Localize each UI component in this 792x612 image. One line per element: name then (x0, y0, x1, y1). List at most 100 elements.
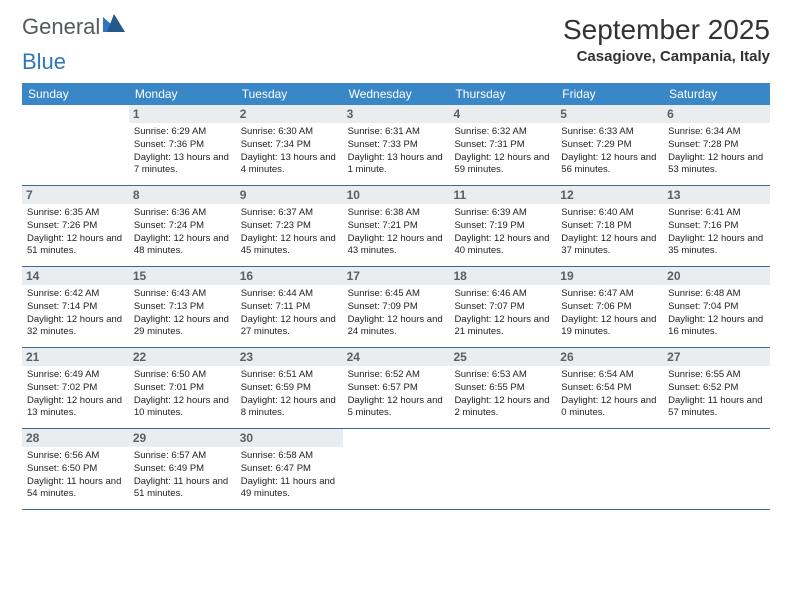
day-info: Sunrise: 6:43 AMSunset: 7:13 PMDaylight:… (134, 288, 231, 339)
day-number: 1 (129, 105, 236, 123)
calendar-day: 27 Sunrise: 6:55 AMSunset: 6:52 PMDayligh… (663, 348, 770, 428)
calendar-day: 30 Sunrise: 6:58 AMSunset: 6:47 PMDayligh… (236, 429, 343, 509)
calendar-day: 25 Sunrise: 6:53 AMSunset: 6:55 PMDayligh… (449, 348, 556, 428)
day-number: 26 (556, 348, 663, 366)
day-number: 12 (556, 186, 663, 204)
day-number: 28 (22, 429, 129, 447)
weekday-label: Monday (129, 83, 236, 105)
day-info: Sunrise: 6:38 AMSunset: 7:21 PMDaylight:… (348, 207, 445, 258)
day-info: Sunrise: 6:31 AMSunset: 7:33 PMDaylight:… (348, 126, 445, 177)
day-info: Sunrise: 6:56 AMSunset: 6:50 PMDaylight:… (27, 450, 124, 501)
calendar-day: 22 Sunrise: 6:50 AMSunset: 7:01 PMDayligh… (129, 348, 236, 428)
calendar-day: 29Sunrise: 6:57 AMSunset: 6:49 PMDayligh… (129, 429, 236, 509)
logo-text-general: General (22, 14, 100, 40)
weekday-label: Friday (556, 83, 663, 105)
calendar-day: 3Sunrise: 6:31 AMSunset: 7:33 PMDaylight… (343, 105, 450, 185)
calendar-day: 4Sunrise: 6:32 AMSunset: 7:31 PMDaylight… (449, 105, 556, 185)
day-info: Sunrise: 6:30 AMSunset: 7:34 PMDaylight:… (241, 126, 338, 177)
day-number: 7 (22, 186, 129, 204)
calendar-day-empty (663, 429, 770, 509)
day-info: Sunrise: 6:29 AMSunset: 7:36 PMDaylight:… (134, 126, 231, 177)
calendar-day-empty (449, 429, 556, 509)
calendar-day-empty (556, 429, 663, 509)
calendar-day-empty (22, 105, 129, 185)
day-number: 13 (663, 186, 770, 204)
calendar-day: 20 Sunrise: 6:48 AMSunset: 7:04 PMDayligh… (663, 267, 770, 347)
calendar-day: 5 Sunrise: 6:33 AMSunset: 7:29 PMDaylight… (556, 105, 663, 185)
day-number: 24 (343, 348, 450, 366)
day-info: Sunrise: 6:44 AMSunset: 7:11 PMDaylight:… (241, 288, 338, 339)
calendar-day: 11 Sunrise: 6:39 AMSunset: 7:19 PMDayligh… (449, 186, 556, 266)
calendar-week: 21 Sunrise: 6:49 AMSunset: 7:02 PMDayligh… (22, 348, 770, 429)
day-number: 11 (449, 186, 556, 204)
weekday-label: Saturday (663, 83, 770, 105)
day-number: 8 (129, 186, 236, 204)
calendar-day: 15 Sunrise: 6:43 AMSunset: 7:13 PMDayligh… (129, 267, 236, 347)
day-info: Sunrise: 6:39 AMSunset: 7:19 PMDaylight:… (454, 207, 551, 258)
weekday-header: Sunday Monday Tuesday Wednesday Thursday… (22, 83, 770, 105)
day-number: 2 (236, 105, 343, 123)
weekday-label: Thursday (449, 83, 556, 105)
day-number: 22 (129, 348, 236, 366)
day-number: 16 (236, 267, 343, 285)
day-number: 10 (343, 186, 450, 204)
weekday-label: Sunday (22, 83, 129, 105)
calendar-day: 8 Sunrise: 6:36 AMSunset: 7:24 PMDaylight… (129, 186, 236, 266)
calendar-day: 21 Sunrise: 6:49 AMSunset: 7:02 PMDayligh… (22, 348, 129, 428)
day-number: 5 (556, 105, 663, 123)
calendar-day: 17Sunrise: 6:45 AMSunset: 7:09 PMDayligh… (343, 267, 450, 347)
day-number: 15 (129, 267, 236, 285)
calendar-day: 14Sunrise: 6:42 AMSunset: 7:14 PMDayligh… (22, 267, 129, 347)
day-info: Sunrise: 6:33 AMSunset: 7:29 PMDaylight:… (561, 126, 658, 177)
day-number: 20 (663, 267, 770, 285)
title-block: September 2025 Casagiove, Campania, Ital… (563, 14, 770, 65)
logo-triangle-icon (103, 14, 125, 32)
day-info: Sunrise: 6:57 AMSunset: 6:49 PMDaylight:… (134, 450, 231, 501)
day-number: 9 (236, 186, 343, 204)
day-number: 27 (663, 348, 770, 366)
day-info: Sunrise: 6:48 AMSunset: 7:04 PMDaylight:… (668, 288, 765, 339)
day-info: Sunrise: 6:40 AMSunset: 7:18 PMDaylight:… (561, 207, 658, 258)
day-number: 17 (343, 267, 450, 285)
day-info: Sunrise: 6:36 AMSunset: 7:24 PMDaylight:… (134, 207, 231, 258)
day-info: Sunrise: 6:58 AMSunset: 6:47 PMDaylight:… (241, 450, 338, 501)
calendar-day: 24 Sunrise: 6:52 AMSunset: 6:57 PMDayligh… (343, 348, 450, 428)
calendar-day: 10 Sunrise: 6:38 AMSunset: 7:21 PMDayligh… (343, 186, 450, 266)
calendar-week: 7Sunrise: 6:35 AMSunset: 7:26 PMDaylight… (22, 186, 770, 267)
day-number: 25 (449, 348, 556, 366)
day-info: Sunrise: 6:41 AMSunset: 7:16 PMDaylight:… (668, 207, 765, 258)
day-info: Sunrise: 6:51 AMSunset: 6:59 PMDaylight:… (241, 369, 338, 420)
calendar-week: 28 Sunrise: 6:56 AMSunset: 6:50 PMDayligh… (22, 429, 770, 510)
day-info: Sunrise: 6:54 AMSunset: 6:54 PMDaylight:… (561, 369, 658, 420)
day-info: Sunrise: 6:47 AMSunset: 7:06 PMDaylight:… (561, 288, 658, 339)
day-info: Sunrise: 6:50 AMSunset: 7:01 PMDaylight:… (134, 369, 231, 420)
day-number: 18 (449, 267, 556, 285)
day-info: Sunrise: 6:34 AMSunset: 7:28 PMDaylight:… (668, 126, 765, 177)
day-info: Sunrise: 6:46 AMSunset: 7:07 PMDaylight:… (454, 288, 551, 339)
day-info: Sunrise: 6:52 AMSunset: 6:57 PMDaylight:… (348, 369, 445, 420)
day-info: Sunrise: 6:37 AMSunset: 7:23 PMDaylight:… (241, 207, 338, 258)
calendar-day: 2 Sunrise: 6:30 AMSunset: 7:34 PMDaylight… (236, 105, 343, 185)
calendar-grid: 1 Sunrise: 6:29 AMSunset: 7:36 PMDaylight… (22, 105, 770, 510)
calendar-day: 1 Sunrise: 6:29 AMSunset: 7:36 PMDaylight… (129, 105, 236, 185)
day-number: 21 (22, 348, 129, 366)
calendar-day: 18 Sunrise: 6:46 AMSunset: 7:07 PMDayligh… (449, 267, 556, 347)
day-info: Sunrise: 6:42 AMSunset: 7:14 PMDaylight:… (27, 288, 124, 339)
logo-text-blue: Blue (22, 49, 66, 75)
day-info: Sunrise: 6:53 AMSunset: 6:55 PMDaylight:… (454, 369, 551, 420)
calendar-day: 6Sunrise: 6:34 AMSunset: 7:28 PMDaylight… (663, 105, 770, 185)
calendar-day: 28 Sunrise: 6:56 AMSunset: 6:50 PMDayligh… (22, 429, 129, 509)
month-title: September 2025 (563, 14, 770, 46)
day-info: Sunrise: 6:32 AMSunset: 7:31 PMDaylight:… (454, 126, 551, 177)
calendar-day: 16 Sunrise: 6:44 AMSunset: 7:11 PMDayligh… (236, 267, 343, 347)
day-number: 23 (236, 348, 343, 366)
day-info: Sunrise: 6:49 AMSunset: 7:02 PMDaylight:… (27, 369, 124, 420)
calendar-day-empty (343, 429, 450, 509)
day-info: Sunrise: 6:55 AMSunset: 6:52 PMDaylight:… (668, 369, 765, 420)
calendar-week: 14Sunrise: 6:42 AMSunset: 7:14 PMDayligh… (22, 267, 770, 348)
calendar-day: 23 Sunrise: 6:51 AMSunset: 6:59 PMDayligh… (236, 348, 343, 428)
calendar-day: 12 Sunrise: 6:40 AMSunset: 7:18 PMDayligh… (556, 186, 663, 266)
location: Casagiove, Campania, Italy (563, 48, 770, 65)
day-number: 30 (236, 429, 343, 447)
calendar-day: 9 Sunrise: 6:37 AMSunset: 7:23 PMDaylight… (236, 186, 343, 266)
